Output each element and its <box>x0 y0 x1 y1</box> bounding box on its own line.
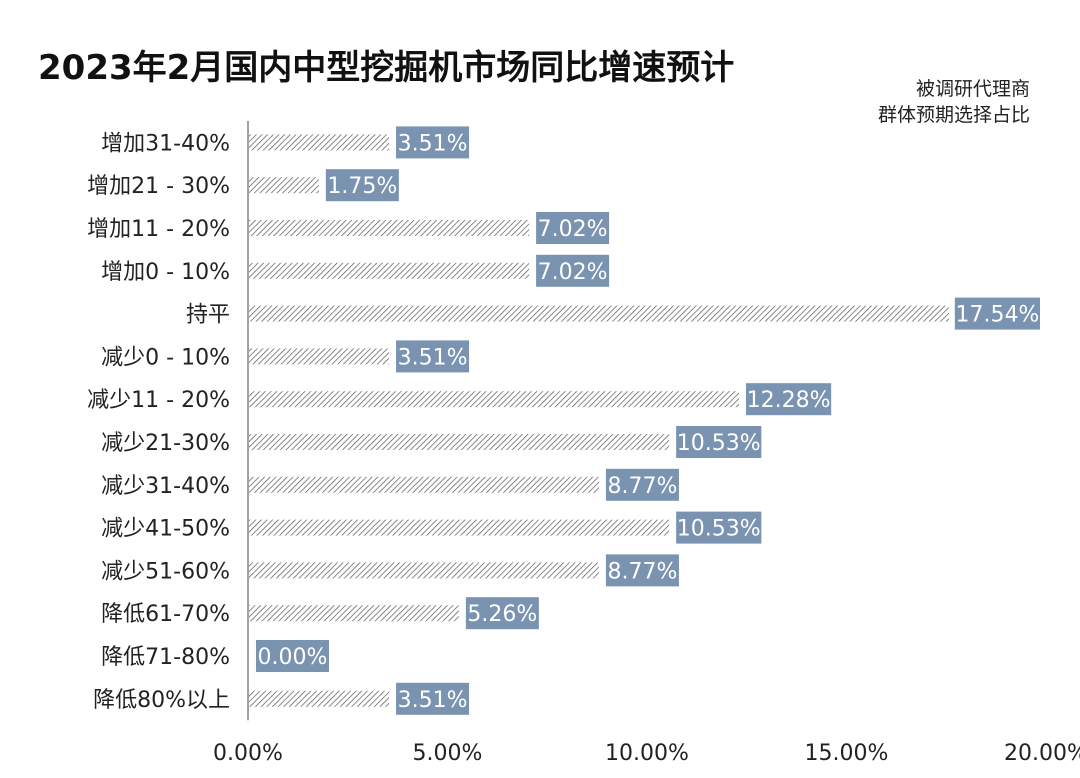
data-label: 3.51% <box>398 688 468 713</box>
data-label: 17.54% <box>955 303 1039 328</box>
data-label: 5.26% <box>467 602 537 627</box>
data-label: 8.77% <box>607 474 677 499</box>
category-label: 减少31-40% <box>101 474 230 499</box>
category-label: 增加21 - 30% <box>87 174 230 199</box>
data-label-box <box>536 212 610 244</box>
data-label: 1.75% <box>327 174 397 199</box>
bar <box>249 177 319 194</box>
category-label: 增加0 - 10% <box>101 260 230 285</box>
data-label: 10.53% <box>677 517 761 542</box>
data-label-box <box>536 254 610 287</box>
data-label: 7.02% <box>538 260 608 285</box>
data-label-box <box>676 511 762 544</box>
chart-note-line-2: 群体预期选择占比 <box>877 104 1030 126</box>
data-label: 12.28% <box>747 388 831 413</box>
data-label-box <box>605 554 679 587</box>
chart-note: 被调研代理商 群体预期选择占比 <box>878 76 1030 128</box>
data-label-box <box>396 682 470 715</box>
x-tick-label: 20.00% <box>1004 741 1080 766</box>
category-label: 减少41-50% <box>101 517 230 542</box>
bar <box>249 348 390 365</box>
data-label: 3.51% <box>398 131 468 156</box>
bar <box>249 519 670 536</box>
chart-note-line-1: 被调研代理商 <box>915 78 1030 100</box>
data-label-box <box>465 597 539 630</box>
bar <box>249 305 949 322</box>
category-label: 减少21-30% <box>101 431 230 456</box>
category-label: 减少11 - 20% <box>87 388 230 413</box>
bar <box>249 134 390 151</box>
bar <box>249 690 390 707</box>
data-label-box <box>325 169 399 202</box>
data-label: 8.77% <box>607 559 677 584</box>
category-label: 降低80%以上 <box>93 688 230 713</box>
data-label: 0.00% <box>258 645 328 670</box>
category-label: 降低61-70% <box>101 602 230 627</box>
x-tick-label: 15.00% <box>805 741 889 766</box>
bar <box>249 262 530 279</box>
category-label: 增加31-40% <box>101 131 230 156</box>
data-label: 7.02% <box>538 217 608 242</box>
data-label-box <box>256 640 329 672</box>
data-label-box <box>954 297 1040 330</box>
category-label: 持平 <box>186 303 230 328</box>
data-label-box <box>605 468 679 501</box>
bar <box>249 605 459 622</box>
bar <box>249 434 670 450</box>
data-label-box <box>396 126 470 159</box>
category-label: 减少51-60% <box>101 559 230 584</box>
x-tick-label: 10.00% <box>605 741 689 766</box>
data-label-box <box>745 383 832 416</box>
bar <box>249 220 530 236</box>
category-label: 降低71-80% <box>101 645 230 670</box>
data-label: 10.53% <box>677 431 761 456</box>
category-label: 减少0 - 10% <box>101 345 230 370</box>
x-tick-label: 0.00% <box>213 741 283 766</box>
bar <box>249 476 599 493</box>
data-label-box <box>676 426 762 458</box>
data-label-box <box>396 340 470 373</box>
x-tick-label: 5.00% <box>413 741 483 766</box>
chart-title: 2023年2月国内中型挖掘机市场同比增速预计 <box>38 48 735 88</box>
data-label: 3.51% <box>398 345 468 370</box>
category-label: 增加11 - 20% <box>87 217 230 242</box>
bar <box>249 391 739 408</box>
bar <box>249 562 599 579</box>
